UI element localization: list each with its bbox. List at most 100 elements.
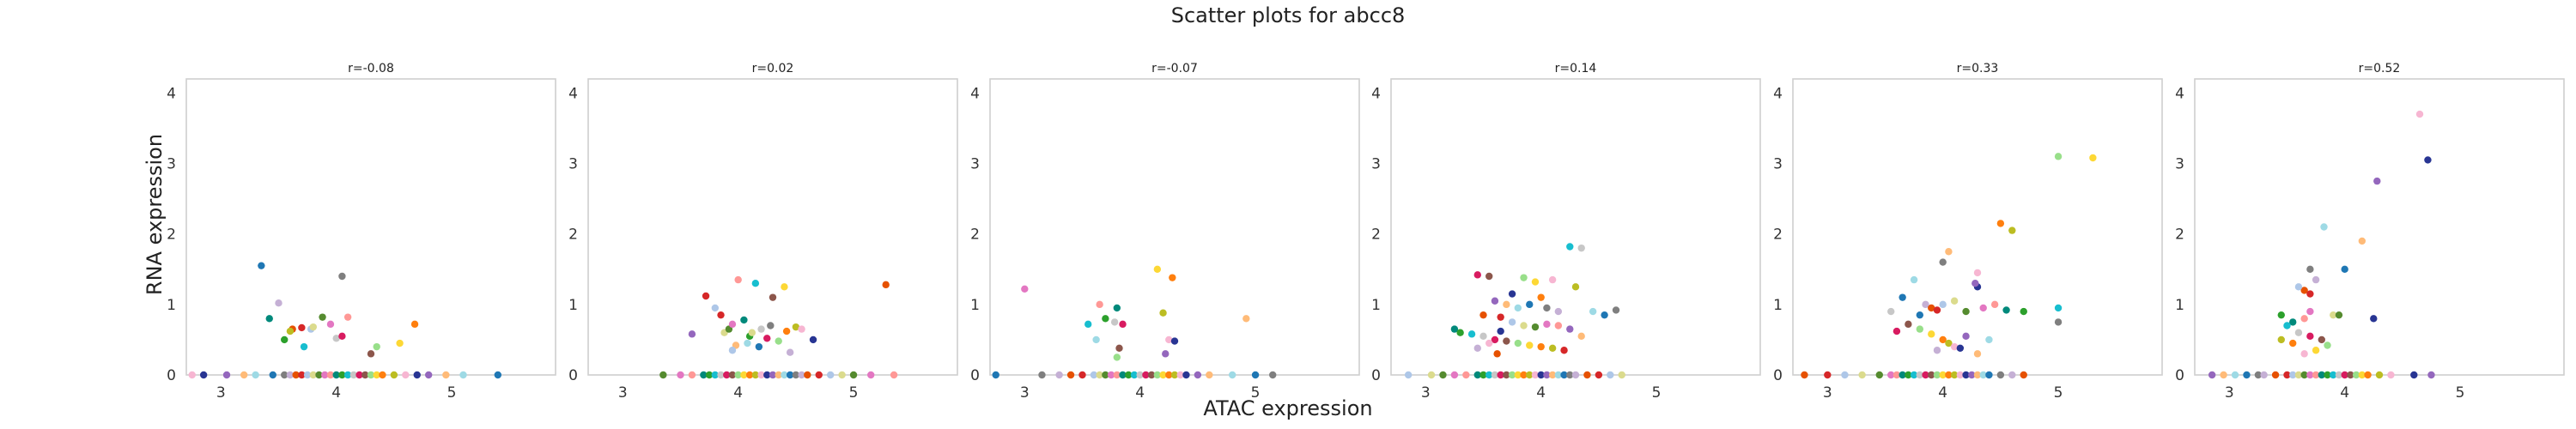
data-point	[763, 335, 771, 342]
x-tick-label: 3	[1020, 384, 1030, 402]
data-point	[744, 339, 751, 347]
data-point	[332, 371, 340, 379]
data-point	[2375, 371, 2384, 379]
data-point	[1119, 320, 1127, 329]
x-tick-label: 4	[1938, 384, 1947, 402]
data-point	[2306, 307, 2314, 316]
y-tick-label: 4	[167, 85, 176, 102]
data-point	[1858, 371, 1866, 379]
data-point	[424, 371, 433, 379]
data-point	[2341, 371, 2348, 379]
data-point	[1113, 304, 1121, 312]
data-point	[1554, 371, 1563, 379]
data-point	[1916, 311, 1924, 319]
data-point	[2318, 371, 2326, 379]
data-point	[1021, 285, 1029, 293]
data-point	[2294, 329, 2303, 336]
data-point	[1973, 371, 1982, 379]
data-point	[745, 371, 754, 379]
data-point	[1543, 304, 1551, 312]
data-point	[1566, 325, 1574, 333]
data-point	[1115, 344, 1123, 352]
data-point	[2289, 318, 2297, 326]
data-point	[1479, 311, 1487, 319]
data-point	[717, 371, 725, 379]
data-point	[2231, 371, 2239, 379]
data-point	[373, 371, 380, 379]
data-point	[781, 371, 788, 379]
data-point	[1450, 325, 1459, 333]
data-point	[1589, 307, 1597, 316]
y-tick-label: 0	[1773, 367, 1783, 384]
data-point	[1945, 371, 1953, 379]
data-point	[2208, 371, 2216, 379]
data-point	[1962, 332, 1970, 341]
data-point	[711, 371, 720, 379]
y-tick-label: 4	[568, 85, 578, 102]
data-point	[1933, 347, 1941, 354]
x-tick-label: 4	[2340, 384, 2349, 402]
data-point	[688, 371, 696, 379]
data-point	[199, 371, 208, 379]
data-point	[1125, 371, 1133, 379]
data-point	[1922, 300, 1929, 309]
data-point	[782, 327, 791, 335]
data-point	[390, 371, 398, 379]
data-point	[757, 325, 765, 333]
data-point	[2220, 371, 2227, 379]
data-point	[1933, 306, 1941, 314]
panel-title: r=-0.07	[1151, 62, 1198, 76]
y-tick-label: 0	[970, 367, 980, 384]
data-point	[705, 371, 714, 379]
data-point	[1182, 371, 1190, 379]
data-point	[1153, 371, 1162, 379]
data-point	[1979, 371, 1987, 379]
data-point	[2260, 371, 2268, 379]
data-point	[1491, 297, 1499, 305]
data-point	[2312, 347, 2320, 354]
x-tick-label: 4	[733, 384, 743, 402]
data-point	[728, 320, 737, 329]
data-point	[688, 330, 696, 338]
data-point	[355, 371, 363, 379]
data-point	[786, 348, 794, 356]
x-tick-label: 5	[2456, 384, 2465, 402]
data-point	[1467, 330, 1476, 338]
x-axis-label: ATAC expression	[1203, 396, 1373, 420]
y-tick-label: 1	[2175, 297, 2184, 314]
y-tick-label: 2	[167, 227, 176, 244]
data-point	[1531, 323, 1540, 331]
data-point	[367, 350, 375, 358]
data-point	[1531, 371, 1540, 379]
data-point	[286, 327, 295, 335]
data-point	[332, 335, 340, 342]
data-point	[786, 371, 794, 379]
data-point	[2271, 371, 2280, 379]
y-tick-label: 3	[568, 156, 578, 173]
data-point	[1142, 371, 1150, 379]
y-tick-label: 3	[167, 156, 176, 173]
data-point	[1078, 371, 1086, 379]
data-point	[1887, 371, 1895, 379]
data-point	[1119, 371, 1127, 379]
data-point	[1985, 371, 1993, 379]
data-point	[751, 371, 760, 379]
data-point	[1514, 371, 1522, 379]
data-point	[2330, 371, 2337, 379]
data-point	[2054, 153, 2063, 160]
data-point	[769, 293, 777, 301]
data-point	[717, 311, 725, 319]
data-point	[1928, 304, 1935, 312]
data-point	[2424, 156, 2432, 164]
data-point	[459, 371, 467, 379]
y-tick-label: 1	[167, 297, 176, 314]
data-point	[2312, 275, 2320, 284]
data-point	[1479, 371, 1487, 379]
data-point	[1566, 371, 1574, 379]
data-point	[1979, 304, 1987, 312]
data-point	[1176, 371, 1184, 379]
data-point	[1537, 342, 1545, 351]
data-point	[1169, 274, 1176, 281]
y-tick-label: 3	[2175, 156, 2184, 173]
data-point	[319, 313, 326, 321]
